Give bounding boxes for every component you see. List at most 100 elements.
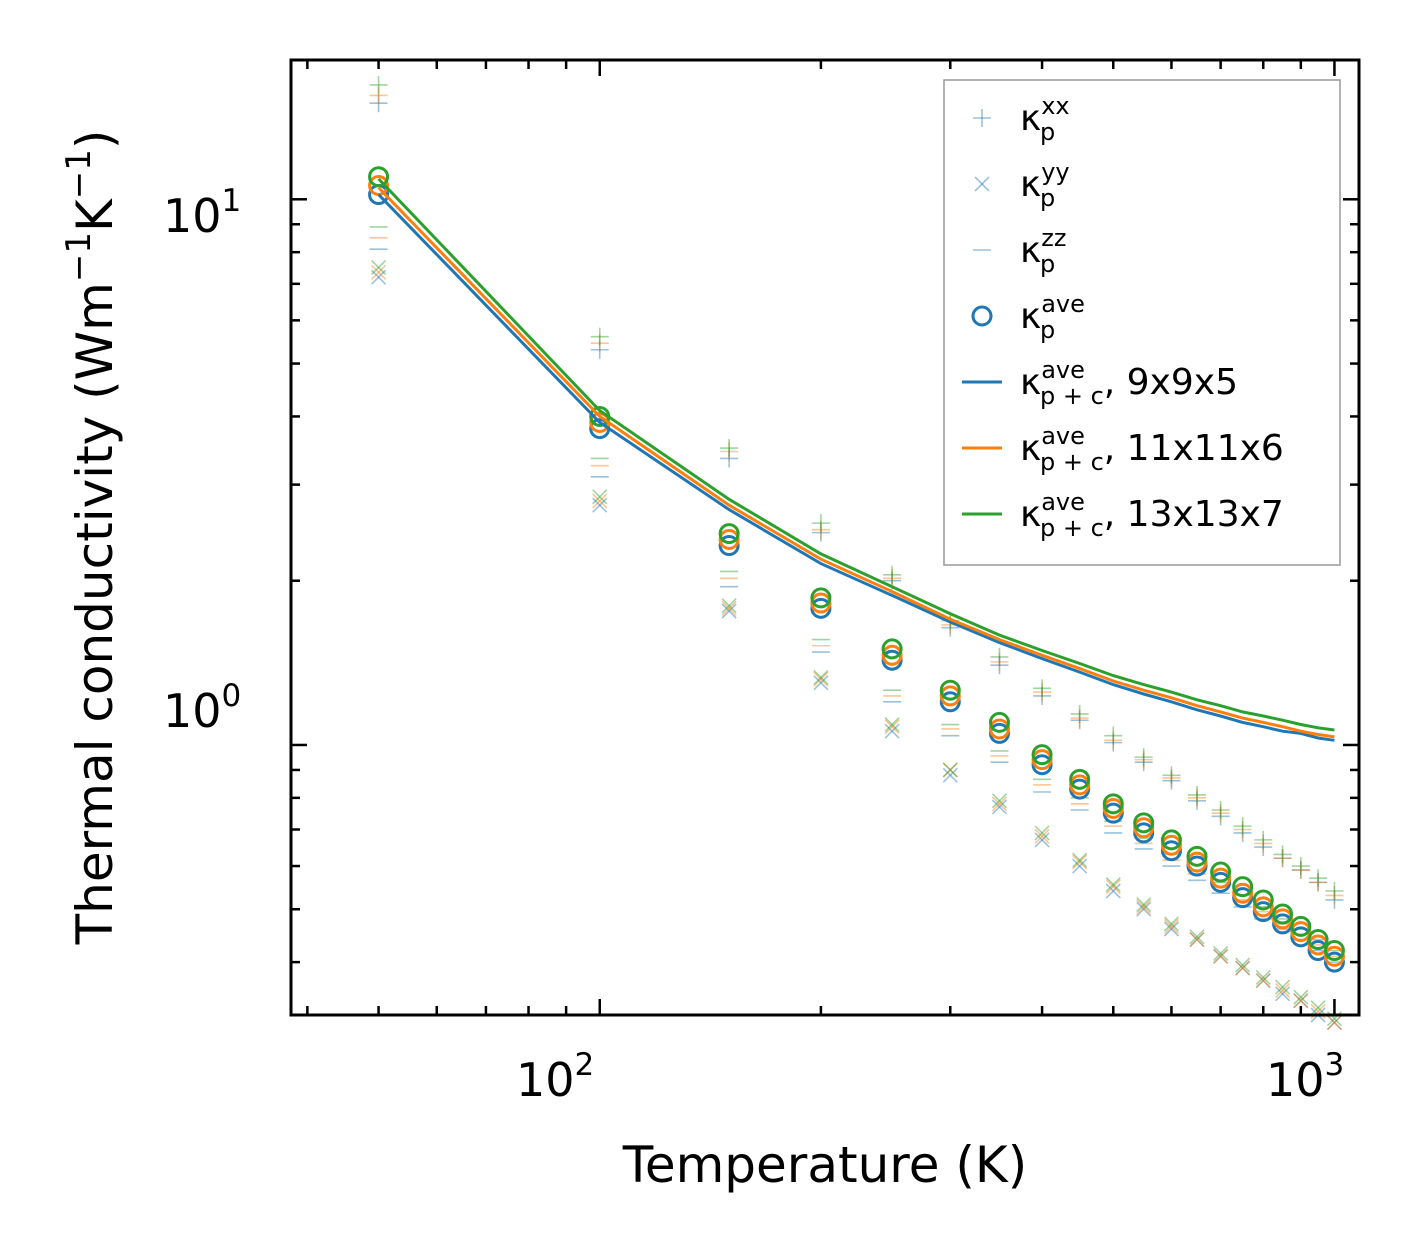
marker-circle-orange-15 <box>1252 896 1274 918</box>
marker-circle-orange-12 <box>1186 851 1208 873</box>
line-series-orange <box>377 186 1335 739</box>
marker-cross-blue-13 <box>1213 948 1229 964</box>
legend-frame <box>943 79 1341 566</box>
marker-cross-green-17 <box>1293 989 1309 1005</box>
marker-plus-blue-18 <box>1309 873 1328 892</box>
marker-circle-green-17 <box>1290 915 1312 937</box>
marker-cross-green-15 <box>1255 969 1271 985</box>
marker-plus-blue-13 <box>1211 807 1230 826</box>
marker-circle-green-16 <box>1272 903 1294 925</box>
marker-cross-blue-15 <box>1255 973 1271 989</box>
marker-plus-orange-1 <box>590 334 609 353</box>
marker-cross-blue-9 <box>1105 883 1121 899</box>
marker-cross-orange-3 <box>813 671 829 687</box>
marker-circle-green-19 <box>1323 940 1345 962</box>
marker-plus-blue-14 <box>1233 823 1252 842</box>
marker-cross-green-13 <box>1213 945 1229 961</box>
marker-cross-green-9 <box>1105 876 1121 893</box>
marker-cross-orange-2 <box>721 600 737 616</box>
marker-plus-green-6 <box>990 647 1009 666</box>
marker-plus-blue-2 <box>720 449 739 468</box>
marker-circle-green-0 <box>368 166 390 188</box>
legend-label-kxx: κxx p <box>1020 92 1070 146</box>
marker-circle-orange-5 <box>939 685 961 707</box>
marker-plus-green-19 <box>1325 881 1344 900</box>
marker-cross-green-0 <box>371 259 387 276</box>
marker-cross-green-18 <box>1310 1000 1326 1016</box>
legend-marker-cross <box>974 176 990 192</box>
marker-cross-green-7 <box>1034 825 1050 841</box>
marker-circle-green-8 <box>1069 768 1091 790</box>
marker-cross-blue-0 <box>371 269 387 285</box>
marker-cross-green-11 <box>1163 916 1180 932</box>
legend-marker-plus <box>973 109 991 127</box>
marker-cross-green-16 <box>1275 979 1291 995</box>
marker-cross-green-6 <box>991 793 1008 809</box>
marker-cross-orange-10 <box>1136 899 1152 915</box>
marker-plus-orange-13 <box>1211 804 1230 823</box>
line-series-green <box>377 177 1335 732</box>
svg-text:102: 102 <box>516 1047 594 1107</box>
marker-circle-green-11 <box>1160 829 1182 851</box>
legend-markers <box>962 109 1002 516</box>
marker-plus-orange-10 <box>1134 750 1153 769</box>
marker-cross-orange-6 <box>991 796 1008 812</box>
marker-circle-orange-0 <box>368 174 390 196</box>
legend-marker-circle <box>971 305 993 327</box>
marker-cross-blue-7 <box>1034 832 1050 848</box>
marker-cross-blue-12 <box>1189 931 1205 948</box>
marker-plus-orange-14 <box>1233 820 1252 839</box>
marker-cross-orange-1 <box>592 493 608 509</box>
marker-cross-green-3 <box>813 669 829 685</box>
marker-plus-green-13 <box>1211 801 1230 820</box>
marker-cross-blue-17 <box>1293 993 1309 1009</box>
marker-plus-green-10 <box>1134 748 1153 767</box>
marker-plus-orange-15 <box>1254 834 1273 853</box>
marker-plus-blue-19 <box>1325 890 1344 909</box>
marker-cross-blue-10 <box>1136 901 1152 917</box>
marker-cross-orange-16 <box>1275 982 1291 998</box>
marker-cross-green-14 <box>1235 957 1251 973</box>
marker-plus-blue-0 <box>369 94 388 113</box>
svg-text:100: 100 <box>163 678 241 738</box>
marker-cross-orange-4 <box>884 719 900 735</box>
marker-circle-green-4 <box>881 638 903 660</box>
marker-cross-green-5 <box>942 762 958 778</box>
svg-text:103: 103 <box>1266 1047 1344 1107</box>
marker-circle-blue-2 <box>718 535 740 557</box>
marker-cross-green-12 <box>1189 929 1205 945</box>
marker-circle-green-14 <box>1232 876 1254 898</box>
marker-plus-orange-0 <box>369 86 388 105</box>
marker-plus-orange-8 <box>1070 709 1089 728</box>
marker-plus-green-12 <box>1187 785 1206 804</box>
marker-cross-orange-19 <box>1326 1014 1343 1031</box>
marker-cross-orange-7 <box>1034 828 1050 844</box>
marker-plus-orange-4 <box>883 569 902 588</box>
legend-label-kzz: κzz p <box>1020 224 1066 278</box>
marker-plus-green-18 <box>1309 869 1328 888</box>
marker-cross-orange-12 <box>1189 931 1205 948</box>
x-tick-label-10-2: 102 <box>516 1047 594 1107</box>
marker-cross-blue-19 <box>1326 1014 1343 1031</box>
marker-circle-orange-6 <box>988 718 1010 740</box>
marker-cross-blue-2 <box>721 603 737 619</box>
marker-cross-green-4 <box>884 716 900 733</box>
marker-cross-orange-13 <box>1213 948 1229 964</box>
marker-circle-green-6 <box>988 711 1010 733</box>
marker-plus-green-2 <box>720 439 739 458</box>
marker-plus-orange-12 <box>1187 788 1206 807</box>
marker-cross-orange-11 <box>1163 918 1180 935</box>
marker-cross-orange-17 <box>1293 993 1309 1009</box>
marker-circle-green-18 <box>1307 929 1329 951</box>
marker-plus-blue-8 <box>1070 711 1089 730</box>
marker-cross-orange-9 <box>1105 879 1121 895</box>
marker-cross-blue-1 <box>592 497 608 513</box>
marker-plus-orange-6 <box>990 652 1009 671</box>
marker-plus-blue-7 <box>1033 686 1052 705</box>
marker-circle-orange-4 <box>881 644 903 666</box>
marker-plus-orange-18 <box>1309 873 1328 892</box>
marker-plus-green-4 <box>883 565 902 584</box>
x-axis-label: Temperature (K) <box>622 1136 1027 1194</box>
marker-cross-blue-14 <box>1235 960 1251 976</box>
marker-cross-green-2 <box>721 598 737 614</box>
